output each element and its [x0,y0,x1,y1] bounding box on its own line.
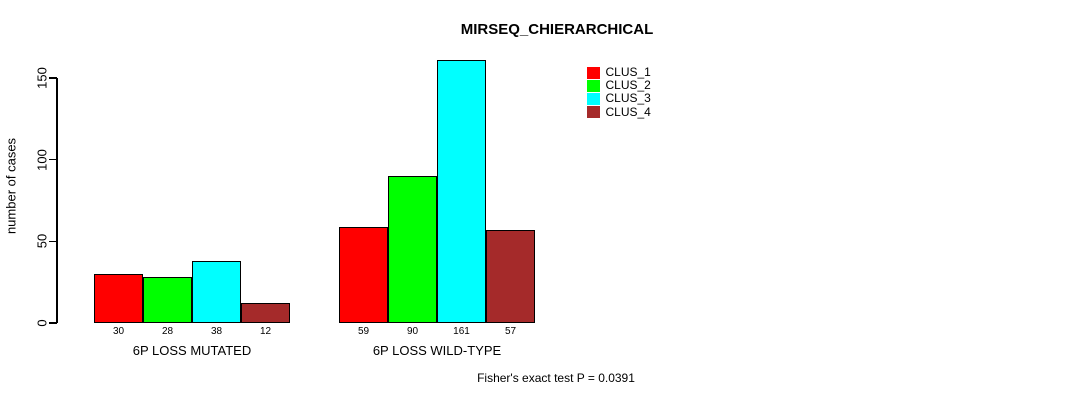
y-tick [49,322,57,324]
legend-color-swatch-CLUS_3 [587,92,600,105]
y-axis-line [56,78,58,323]
bar-CLUS_1 [94,274,143,323]
bar-value-label: 12 [259,326,272,337]
legend-item: CLUS_3 [587,92,651,105]
legend-item: CLUS_1 [587,66,651,79]
legend-label: CLUS_1 [605,65,651,80]
fisher-test-annotation: Fisher's exact test P = 0.0391 [477,371,635,385]
y-tick-label: 50 [34,234,50,249]
y-tick [49,158,57,161]
y-tick [49,240,57,243]
category-label: 6P LOSS MUTATED [132,343,252,358]
bar-value-label: 30 [112,326,125,337]
bar-value-label: 28 [161,326,174,337]
legend-color-swatch-CLUS_4 [587,106,600,119]
legend-color-swatch-CLUS_2 [587,79,600,92]
bar-CLUS_4 [486,229,535,323]
legend: CLUS_1 CLUS_2 CLUS_3 CLUS_4 [587,66,651,119]
y-tick [49,77,57,79]
chart-title: MIRSEQ_CHIERARCHICAL [460,21,654,38]
bar-CLUS_2 [143,277,192,323]
y-tick-label: 0 [34,319,50,327]
bar-value-label: 38 [210,326,223,337]
y-tick-label: 150 [34,67,50,89]
bar-CLUS_4 [241,303,290,323]
bar-value-label: 161 [453,326,470,337]
legend-label: CLUS_3 [605,91,651,106]
bar-value-label: 90 [406,326,419,337]
legend-label: CLUS_2 [605,78,651,93]
y-tick-label: 100 [34,148,50,171]
category-label: 6P LOSS WILD-TYPE [372,343,502,358]
legend-color-swatch-CLUS_1 [587,66,600,79]
legend-label: CLUS_4 [605,104,651,119]
legend-item: CLUS_2 [587,79,651,92]
y-axis-title: number of cases [3,137,19,235]
bar-CLUS_3 [437,60,486,323]
bar-CLUS_2 [388,176,437,323]
bar-value-label: 59 [357,326,370,337]
bar-value-label: 57 [504,326,517,337]
bar-CLUS_1 [339,226,388,323]
legend-item: CLUS_4 [587,104,651,119]
bar-CLUS_3 [192,260,241,323]
